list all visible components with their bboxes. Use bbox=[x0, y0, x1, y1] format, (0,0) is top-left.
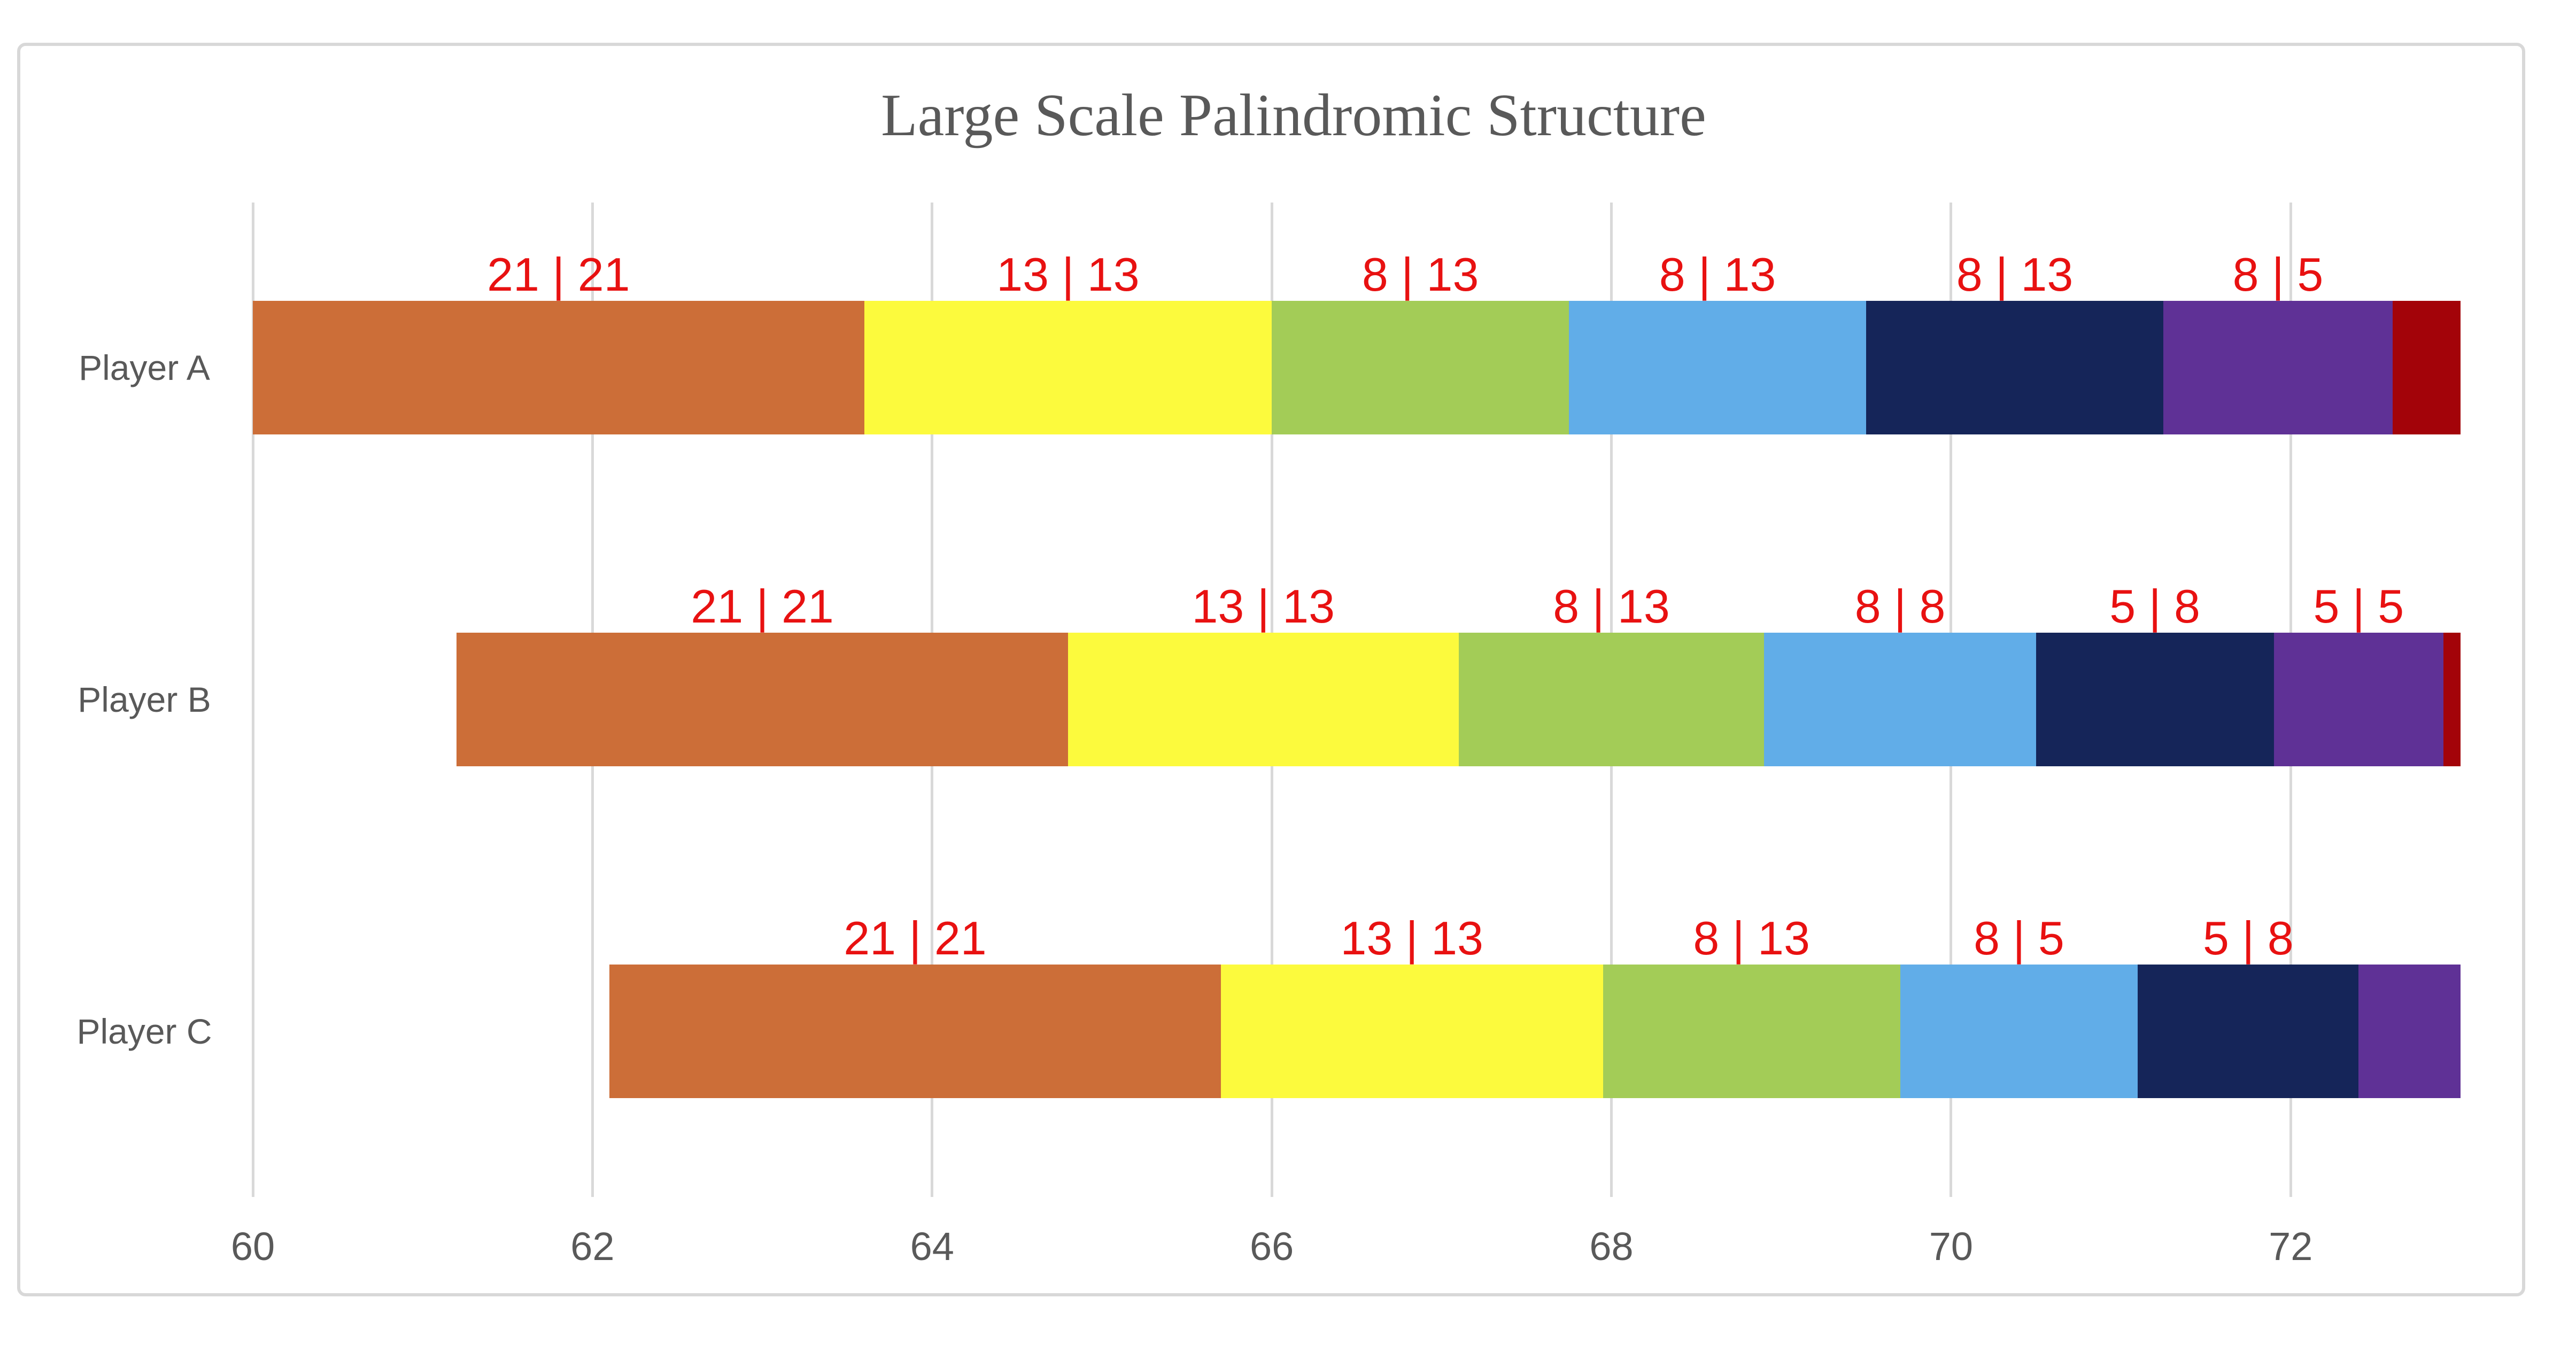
bar-player-a-segment-4-navy[interactable] bbox=[1866, 301, 2163, 434]
data-label-player-b-segment-3: 8 | 8 bbox=[1854, 580, 1946, 633]
bar-player-a-segment-2-green[interactable] bbox=[1272, 301, 1569, 434]
bar-player-c-segment-4-navy[interactable] bbox=[2138, 965, 2359, 1098]
bar-player-c-segment-0-orange[interactable] bbox=[609, 965, 1221, 1098]
bar-player-b-segment-6-dark-red[interactable] bbox=[2443, 633, 2461, 766]
bar-player-b-segment-4-navy[interactable] bbox=[2036, 633, 2274, 766]
bar-player-b-segment-5-purple[interactable] bbox=[2273, 633, 2444, 766]
data-label-player-a-segment-1: 13 | 13 bbox=[996, 248, 1140, 301]
data-label-player-b-segment-2: 8 | 13 bbox=[1553, 580, 1670, 633]
bar-player-b-segment-3-light-blue[interactable] bbox=[1764, 633, 2036, 766]
bar-player-a-segment-5-purple[interactable] bbox=[2163, 301, 2393, 434]
x-tick-label-64: 64 bbox=[910, 1224, 954, 1269]
data-label-player-a-segment-5: 8 | 5 bbox=[2232, 248, 2324, 301]
x-tick-label-70: 70 bbox=[1929, 1224, 1974, 1269]
row-label-player-a: Player A bbox=[79, 348, 210, 387]
gridline-60 bbox=[251, 203, 254, 1197]
data-label-player-b-segment-5: 5 | 5 bbox=[2313, 580, 2404, 633]
x-tick-label-66: 66 bbox=[1249, 1224, 1294, 1269]
bar-player-c-segment-1-yellow[interactable] bbox=[1220, 965, 1603, 1098]
x-tick-label-60: 60 bbox=[230, 1224, 275, 1269]
x-tick-label-72: 72 bbox=[2269, 1224, 2313, 1269]
data-label-player-b-segment-0: 21 | 21 bbox=[691, 580, 834, 633]
row-label-player-c: Player C bbox=[76, 1012, 212, 1051]
data-label-player-c-segment-0: 21 | 21 bbox=[844, 912, 987, 965]
data-label-player-a-segment-0: 21 | 21 bbox=[487, 248, 630, 301]
bar-player-a-segment-6-dark-red[interactable] bbox=[2392, 301, 2461, 434]
bar-player-a-segment-3-light-blue[interactable] bbox=[1569, 301, 1867, 434]
data-label-player-b-segment-1: 13 | 13 bbox=[1192, 580, 1335, 633]
bar-player-c-segment-3-light-blue[interactable] bbox=[1900, 965, 2138, 1098]
data-label-player-b-segment-4: 5 | 8 bbox=[2109, 580, 2200, 633]
bar-player-b-segment-0-orange[interactable] bbox=[457, 633, 1068, 766]
x-tick-label-62: 62 bbox=[570, 1224, 615, 1269]
data-label-player-c-segment-1: 13 | 13 bbox=[1340, 912, 1483, 965]
bar-player-c-segment-2-green[interactable] bbox=[1603, 965, 1900, 1098]
bar-player-a-segment-0-orange[interactable] bbox=[253, 301, 864, 434]
bar-player-a-segment-1-yellow[interactable] bbox=[864, 301, 1272, 434]
data-label-player-c-segment-4: 5 | 8 bbox=[2203, 912, 2294, 965]
bar-player-b-segment-2-green[interactable] bbox=[1458, 633, 1765, 766]
chart-title: Large Scale Palindromic Structure bbox=[881, 82, 1706, 149]
bar-player-c-segment-5-purple[interactable] bbox=[2358, 965, 2461, 1098]
data-label-player-a-segment-3: 8 | 13 bbox=[1659, 248, 1776, 301]
x-tick-label-68: 68 bbox=[1589, 1224, 1634, 1269]
row-label-player-b: Player B bbox=[78, 680, 211, 719]
data-label-player-a-segment-4: 8 | 13 bbox=[1956, 248, 2074, 301]
bar-player-b-segment-1-yellow[interactable] bbox=[1067, 633, 1459, 766]
data-label-player-c-segment-3: 8 | 5 bbox=[1974, 912, 2064, 965]
data-label-player-c-segment-2: 8 | 13 bbox=[1693, 912, 1810, 965]
data-label-player-a-segment-2: 8 | 13 bbox=[1362, 248, 1479, 301]
